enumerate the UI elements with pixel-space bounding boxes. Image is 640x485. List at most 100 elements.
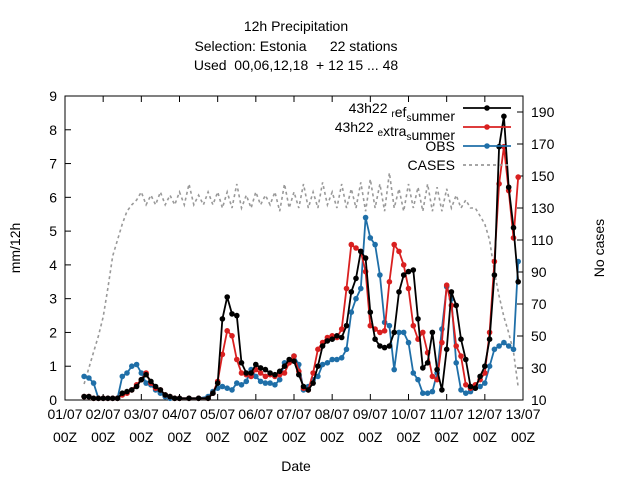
data-point: [195, 395, 202, 402]
data-point: [386, 279, 393, 285]
data-point: [491, 272, 498, 278]
data-point: [391, 329, 398, 336]
data-point: [291, 358, 297, 365]
x-tick-label-hour: 00Z: [206, 429, 231, 445]
data-point: [171, 395, 178, 402]
y-tick-label: 9: [49, 88, 57, 104]
data-point: [81, 373, 87, 380]
data-point: [453, 343, 460, 349]
data-point: [176, 395, 183, 402]
data-point: [358, 285, 364, 292]
y2-axis-label: No cases: [591, 219, 607, 277]
data-point: [353, 295, 359, 302]
data-point: [319, 343, 326, 349]
axes: 0 1 2 3 4 5 6 7 8 9 10 30 50 70 90 110 130 150 170 190 01/07…: [47, 88, 554, 445]
data-point: [167, 393, 173, 400]
data-point: [281, 363, 288, 370]
data-point: [482, 380, 488, 386]
data-point: [305, 387, 312, 393]
data-point: [329, 356, 336, 363]
legend-label: OBS: [425, 138, 455, 154]
data-point: [276, 376, 283, 383]
data-point: [453, 360, 460, 366]
data-point: [420, 365, 426, 371]
data-point: [214, 380, 221, 386]
data-point: [90, 380, 97, 386]
x-tick-label-date: 08/07: [315, 406, 350, 422]
data-point: [324, 360, 331, 366]
data-point: [377, 343, 383, 349]
data-point: [262, 366, 269, 373]
data-point: [510, 224, 517, 231]
x-tick-label-hour: 00Z: [511, 429, 536, 445]
data-point: [405, 268, 412, 275]
legend-label-part: 43h22: [335, 119, 378, 135]
data-point: [162, 392, 168, 398]
data-point: [291, 353, 297, 359]
data-point: [400, 262, 407, 268]
data-point: [95, 395, 102, 402]
data-point: [443, 282, 450, 289]
x-tick-label-date: 07/07: [276, 406, 311, 422]
data-point: [143, 380, 149, 386]
legend-label: CASES: [408, 157, 455, 173]
data-point: [310, 380, 316, 386]
data-point: [267, 370, 273, 376]
data-point: [262, 380, 269, 386]
data-point: [286, 356, 293, 363]
y-axis-label: mm/12h: [7, 223, 23, 274]
data-point: [477, 383, 483, 390]
legend-item-43h22_ref_summer: 43h22 refsummer: [349, 100, 511, 124]
legend-label-part: OBS: [425, 138, 455, 154]
data-point: [353, 275, 359, 282]
data-point: [477, 373, 483, 380]
data-point: [338, 334, 345, 341]
legend-label: 43h22 extrasummer: [335, 119, 456, 143]
data-point: [348, 289, 355, 295]
y2-tick-label: 190: [531, 104, 555, 120]
x-tick-label-hour: 00Z: [282, 429, 307, 445]
data-point: [367, 309, 374, 316]
data-point: [424, 360, 431, 366]
data-point: [463, 382, 469, 388]
data-point: [229, 387, 235, 393]
data-point: [424, 390, 431, 397]
y2-tick-label: 170: [531, 136, 555, 152]
data-point: [415, 316, 421, 322]
data-point: [396, 329, 402, 336]
data-point: [353, 245, 359, 251]
data-point: [463, 390, 469, 397]
data-point: [463, 356, 469, 363]
data-point: [253, 361, 259, 368]
x-tick-label-date: 02/07: [86, 406, 121, 422]
data-point: [272, 382, 278, 388]
data-point: [224, 385, 230, 392]
data-point: [253, 373, 259, 380]
data-point: [377, 329, 383, 336]
y2-tick-label: 10: [531, 392, 547, 408]
legend-label-part: e: [378, 128, 384, 139]
data-point: [400, 272, 407, 278]
data-point: [429, 373, 436, 380]
y2-tick-label: 130: [531, 200, 555, 216]
y2-tick-label: 90: [531, 264, 547, 280]
x-tick-label-date: 10/07: [391, 406, 426, 422]
y-tick-label: 0: [49, 392, 57, 408]
data-point: [439, 387, 445, 393]
data-point: [391, 241, 398, 248]
data-point: [257, 378, 264, 385]
data-point: [281, 370, 288, 376]
data-point: [448, 289, 455, 295]
data-point: [458, 353, 464, 359]
title-line-1: 12h Precipitation: [244, 18, 348, 34]
data-point: [510, 346, 517, 353]
data-point: [386, 343, 393, 349]
legend-label-part: xtra: [383, 123, 407, 139]
x-tick-label-hour: 00Z: [129, 429, 154, 445]
x-tick-label-date: 09/07: [353, 406, 388, 422]
data-point: [362, 255, 369, 261]
series-line-43h22_extra_summer: [84, 146, 520, 400]
x-tick-label-hour: 00Z: [358, 429, 383, 445]
